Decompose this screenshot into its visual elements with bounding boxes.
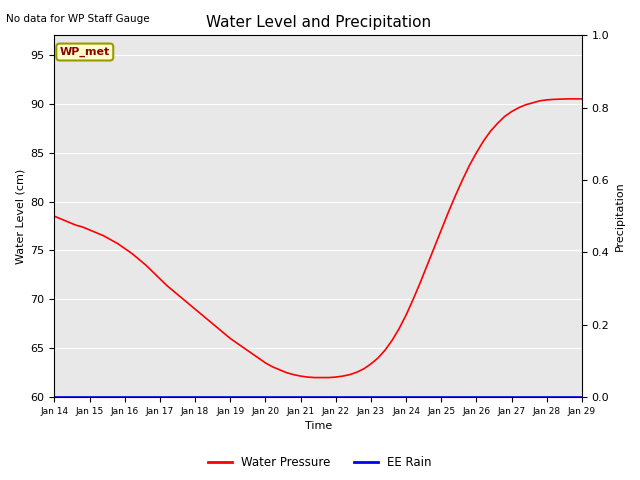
- Text: No data for WP Staff Gauge: No data for WP Staff Gauge: [6, 14, 150, 24]
- Legend: Water Pressure, EE Rain: Water Pressure, EE Rain: [204, 452, 436, 474]
- X-axis label: Time: Time: [305, 421, 332, 432]
- Text: WP_met: WP_met: [60, 47, 110, 57]
- Title: Water Level and Precipitation: Water Level and Precipitation: [205, 15, 431, 30]
- Y-axis label: Precipitation: Precipitation: [615, 181, 625, 251]
- Y-axis label: Water Level (cm): Water Level (cm): [15, 168, 25, 264]
